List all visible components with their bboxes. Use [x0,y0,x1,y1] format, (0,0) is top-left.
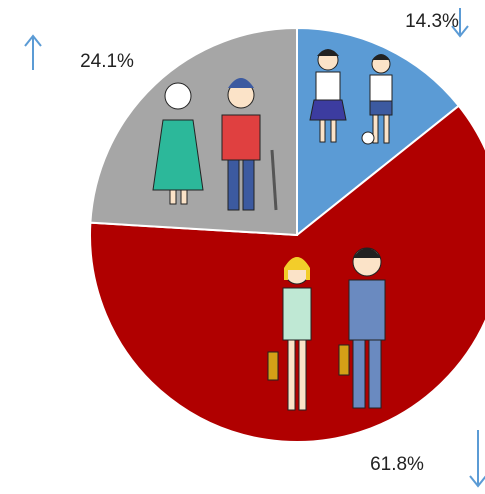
trend-arrows [24,8,485,488]
slice-label: 24.1% [80,51,134,72]
down-arrow [451,8,469,38]
down-arrow [469,430,485,488]
figures [152,49,393,411]
slice-label: 14.3% [405,11,459,32]
slice-label: 61.8% [370,454,424,475]
up-arrow [24,34,42,70]
